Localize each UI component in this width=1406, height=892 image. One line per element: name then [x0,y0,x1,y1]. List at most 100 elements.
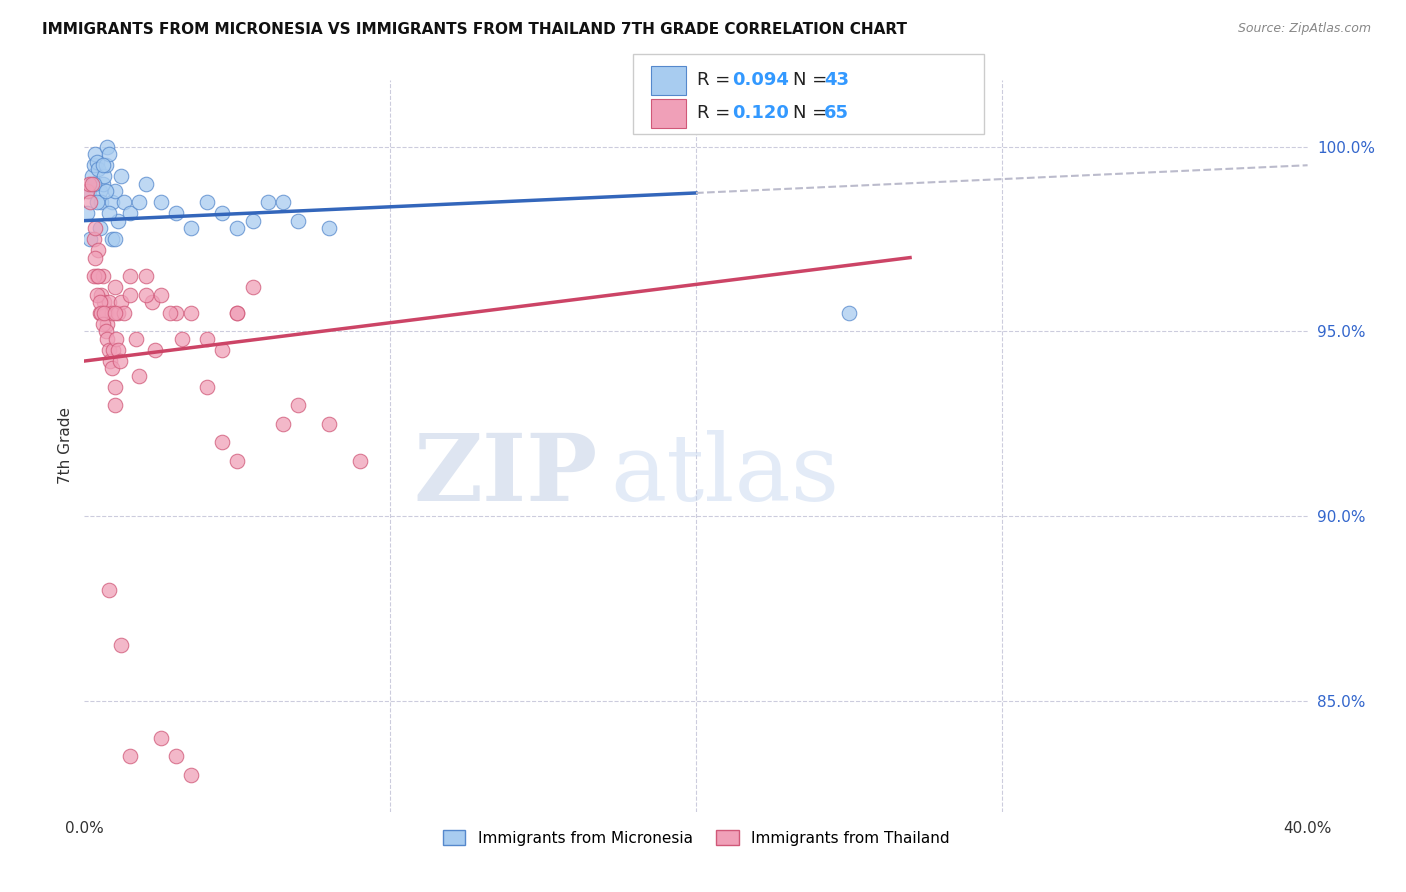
Point [77,177,100,191]
Point [94,158,117,172]
Point [77,184,100,198]
Point [101,195,124,210]
Point [93,306,115,320]
Point [80,169,103,184]
Point [165,306,187,320]
Point [135,287,157,301]
Point [287,213,309,227]
Point [226,306,249,320]
Point [84,147,107,161]
Point [195,195,218,210]
Point [104,380,127,394]
Point [135,177,157,191]
Point [87,244,110,258]
Text: 0.120: 0.120 [733,104,789,122]
Point [159,306,181,320]
Point [112,195,135,210]
Point [84,221,107,235]
Point [90,287,112,301]
Point [90,306,112,320]
Point [180,221,202,235]
Point [149,731,172,745]
Point [107,213,129,227]
Point [97,583,120,598]
Text: N =: N = [793,104,832,122]
Text: 0.094: 0.094 [733,71,789,89]
Point [97,206,120,220]
Point [242,213,264,227]
Point [211,206,233,220]
Point [104,306,127,320]
Point [141,294,163,309]
Point [349,454,371,468]
Point [101,361,124,376]
Point [76,184,98,198]
Point [93,294,115,309]
Point [97,147,120,161]
Point [110,169,132,184]
Text: IMMIGRANTS FROM MICRONESIA VS IMMIGRANTS FROM THAILAND 7TH GRADE CORRELATION CHA: IMMIGRANTS FROM MICRONESIA VS IMMIGRANTS… [42,22,907,37]
Text: ZIP: ZIP [413,430,598,520]
Point [180,768,202,782]
Point [149,287,172,301]
Y-axis label: 7th Grade: 7th Grade [58,408,73,484]
Point [180,306,202,320]
Point [128,195,150,210]
Point [86,154,108,169]
Point [79,232,101,246]
Point [83,177,105,191]
Point [110,639,132,653]
Point [120,268,142,283]
Point [135,268,157,283]
Text: R =: R = [697,71,737,89]
Point [91,158,114,172]
Point [104,184,127,198]
Point [86,195,108,210]
Point [89,221,111,235]
Point [211,435,233,450]
Point [257,195,280,210]
Text: atlas: atlas [610,430,839,520]
Point [86,268,108,283]
Point [104,398,127,412]
Text: N =: N = [793,71,832,89]
Point [104,280,127,294]
Point [96,317,118,331]
Point [97,294,120,309]
Point [318,417,340,431]
Point [211,343,233,357]
Point [83,232,105,246]
Point [91,177,114,191]
Point [128,368,150,383]
Point [226,221,249,235]
Point [195,332,218,346]
Point [125,332,148,346]
Point [83,158,105,172]
Point [94,306,117,320]
Point [112,306,135,320]
Point [143,343,166,357]
Point [271,417,294,431]
Point [101,232,124,246]
Legend: Immigrants from Micronesia, Immigrants from Thailand: Immigrants from Micronesia, Immigrants f… [436,823,956,852]
Point [83,268,105,283]
Point [79,195,101,210]
Point [94,325,117,339]
Point [105,332,128,346]
Point [165,206,187,220]
Point [87,161,110,176]
Point [89,294,111,309]
Point [120,287,142,301]
Point [91,268,114,283]
Point [287,398,309,412]
Point [98,354,121,368]
Point [110,294,132,309]
Point [87,268,110,283]
Point [226,306,249,320]
Point [226,454,249,468]
Point [271,195,294,210]
Point [90,195,112,210]
Point [104,232,127,246]
Point [80,177,103,191]
Point [91,317,114,331]
